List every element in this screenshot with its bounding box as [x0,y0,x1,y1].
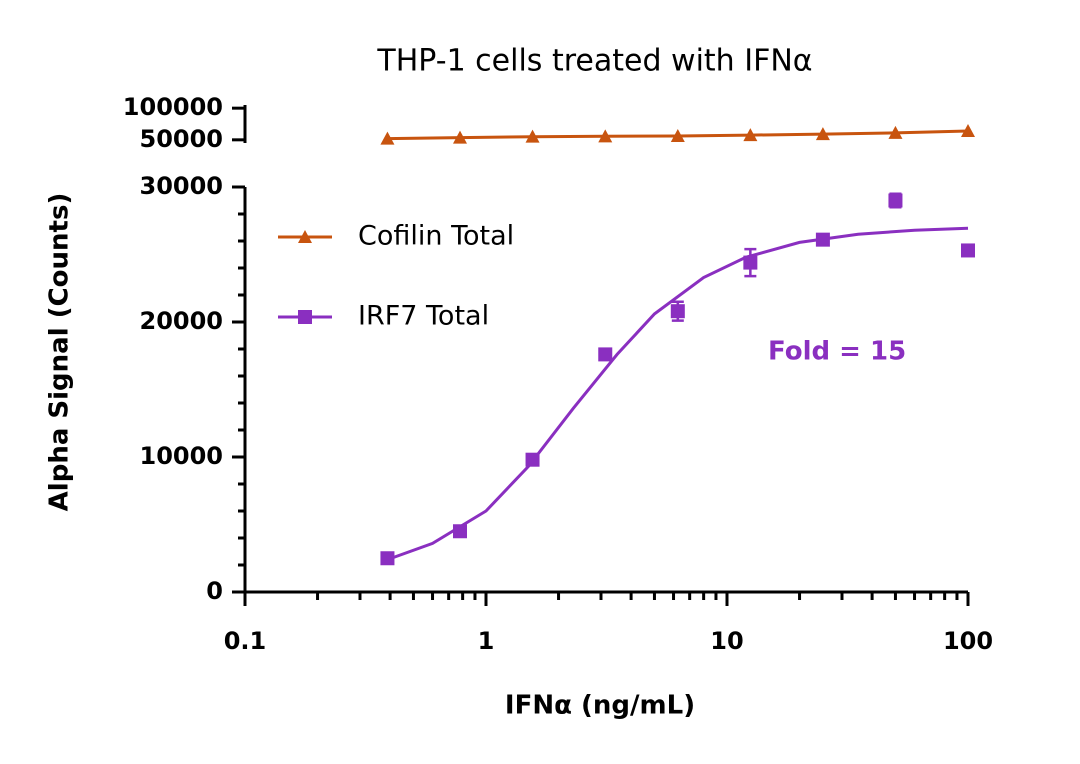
marker [525,129,540,143]
y-tick-label: 100000 [123,93,223,121]
chart-title: THP-1 cells treated with IFNα [376,44,812,79]
marker [888,193,903,208]
x-tick-label: 100 [943,627,993,655]
marker [598,347,613,362]
y-tick-label: 10000 [140,442,224,470]
legend-label: IRF7 Total [358,301,489,332]
x-tick-label: 10 [710,627,743,655]
y-tick-label: 50000 [140,125,224,153]
marker [888,125,903,139]
marker [670,304,685,319]
marker [525,452,540,467]
marker [298,230,312,243]
marker [298,310,312,324]
fit-line [386,226,969,562]
marker [743,255,758,270]
annotation: Fold = 15 [768,337,906,367]
marker [452,130,467,144]
legend-label: Cofilin Total [358,221,514,252]
y-axis-label: Alpha Signal (Counts) [45,193,75,512]
marker [961,243,975,258]
marker [380,551,395,566]
x-axis-label: IFNα (ng/mL) [505,691,695,721]
marker [815,127,830,141]
marker [815,232,830,247]
x-tick-label: 0.1 [224,627,267,655]
marker [961,123,975,137]
marker [380,131,395,145]
x-tick-label: 1 [478,627,495,655]
marker [452,524,467,539]
marker [743,128,758,142]
y-tick-label: 20000 [140,307,224,335]
y-tick-label: 0 [206,577,223,605]
marker [670,129,685,143]
marker [598,129,613,143]
y-tick-label: 30000 [140,172,224,200]
